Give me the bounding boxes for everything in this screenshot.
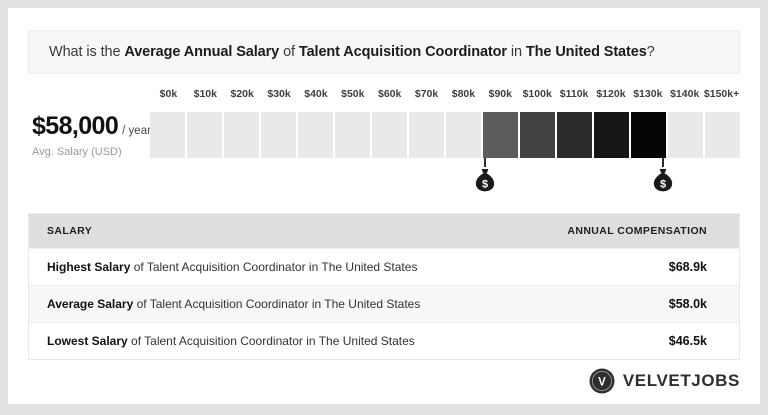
table-row: Highest Salary of Talent Acquisition Coo… <box>29 248 739 285</box>
salary-cell-active <box>631 112 666 158</box>
salary-cell-active <box>594 112 629 158</box>
salary-cell <box>705 112 740 158</box>
salary-range-bar <box>150 112 740 158</box>
lowest-salary-marker: $ <box>472 158 498 192</box>
scale-tick-9: $90k <box>488 88 512 100</box>
question-mid-of: of <box>279 44 299 60</box>
logo-monogram: V <box>598 377 606 389</box>
row-compensation-value: $46.5k <box>668 334 707 348</box>
row-label-emphasis: Average Salary <box>47 297 134 311</box>
scale-tick-12: $120k <box>596 88 626 100</box>
average-salary-period: / year <box>122 125 151 137</box>
marker-stem <box>662 158 665 167</box>
velvetjobs-logo-icon: V <box>589 368 615 394</box>
row-label-rest: of Talent Acquisition Coordinator in The… <box>127 334 415 348</box>
marker-stem <box>483 158 486 167</box>
row-label: Average Salary of Talent Acquisition Coo… <box>47 297 507 311</box>
scale-tick-3: $30k <box>267 88 291 100</box>
salary-cell-active <box>483 112 518 158</box>
average-salary-amount: $58,000 <box>32 112 119 140</box>
table-header-row: SALARY ANNUAL COMPENSATION <box>29 214 739 248</box>
salary-cell-active <box>557 112 592 158</box>
salary-cell <box>150 112 185 158</box>
question-prefix: What is the <box>49 44 125 60</box>
average-salary-caption: Avg. Salary (USD) <box>32 146 122 158</box>
salary-cell <box>261 112 296 158</box>
scale-tick-10: $100k <box>522 88 552 100</box>
salary-cell <box>187 112 222 158</box>
question-mid-in: in <box>506 44 526 60</box>
column-header-compensation: ANNUAL COMPENSATION <box>567 225 707 237</box>
page-title: What is the Average Annual Salary of Tal… <box>29 44 655 60</box>
scale-tick-4: $40k <box>304 88 328 100</box>
table-row: Average Salary of Talent Acquisition Coo… <box>29 285 739 322</box>
salary-cell <box>335 112 370 158</box>
average-salary-summary: $58,000/ year Avg. Salary (USD) <box>32 112 154 158</box>
scale-tick-15: $150k+ <box>703 88 740 100</box>
salary-cell <box>668 112 703 158</box>
row-label-rest: of Talent Acquisition Coordinator in The… <box>133 297 421 311</box>
scale-tick-0: $0k <box>159 88 178 100</box>
column-header-salary: SALARY <box>47 225 93 237</box>
salary-cell <box>372 112 407 158</box>
salary-cell-active <box>520 112 555 158</box>
brand-footer: V VELVETJOBS <box>589 368 740 394</box>
brand-name: VELVETJOBS <box>622 371 740 390</box>
row-compensation-value: $58.0k <box>668 297 707 311</box>
row-label-emphasis: Lowest Salary <box>47 334 128 348</box>
money-bag-dollar-glyph: $ <box>482 179 488 191</box>
table-body: Highest Salary of Talent Acquisition Coo… <box>29 248 739 359</box>
scale-tick-7: $70k <box>414 88 439 100</box>
scale-tick-8: $80k <box>451 88 476 100</box>
question-banner: What is the Average Annual Salary of Tal… <box>28 30 740 74</box>
scale-tick-14: $140k <box>670 88 700 100</box>
salary-range-markers: $ $ <box>150 158 740 203</box>
salary-cell <box>298 112 333 158</box>
scale-tick-13: $130k <box>633 88 663 100</box>
salary-cell <box>409 112 444 158</box>
scale-tick-6: $60k <box>378 88 402 100</box>
table-row: Lowest Salary of Talent Acquisition Coor… <box>29 322 739 359</box>
question-bold-job-title: Talent Acquisition Coordinator <box>298 44 507 60</box>
money-bag-dollar-glyph: $ <box>660 179 666 191</box>
salary-table: SALARY ANNUAL COMPENSATION Highest Salar… <box>28 213 740 360</box>
salary-meter: $58,000/ year Avg. Salary (USD) $0k $10k $… <box>28 88 740 203</box>
salary-cell <box>446 112 481 158</box>
salary-cell <box>224 112 259 158</box>
infographic-card: What is the Average Annual Salary of Tal… <box>8 8 760 404</box>
scale-tick-5: $50k <box>341 88 365 100</box>
money-bag-icon: $ <box>654 169 673 192</box>
row-label-emphasis: Highest Salary <box>47 260 131 274</box>
highest-salary-marker: $ <box>650 158 676 192</box>
scale-tick-2: $20k <box>230 88 254 100</box>
row-label: Lowest Salary of Talent Acquisition Coor… <box>47 334 507 348</box>
row-label-rest: of Talent Acquisition Coordinator in The… <box>130 260 418 274</box>
row-compensation-value: $68.9k <box>668 260 707 274</box>
money-bag-icon: $ <box>475 169 495 192</box>
question-suffix: ? <box>646 44 655 60</box>
salary-scale: $0k $10k $20k $30k $40k $50k $60k $70k $80k $90k $… <box>150 88 740 203</box>
scale-tick-1: $10k <box>193 88 217 100</box>
scale-tick-11: $110k <box>559 88 589 100</box>
scale-tick-labels: $0k $10k $20k $30k $40k $50k $60k $70k $80k $90k $… <box>150 88 740 110</box>
row-label: Highest Salary of Talent Acquisition Coo… <box>47 260 507 274</box>
question-bold-location: The United States <box>525 44 647 60</box>
question-bold-metric: Average Annual Salary <box>124 44 280 60</box>
